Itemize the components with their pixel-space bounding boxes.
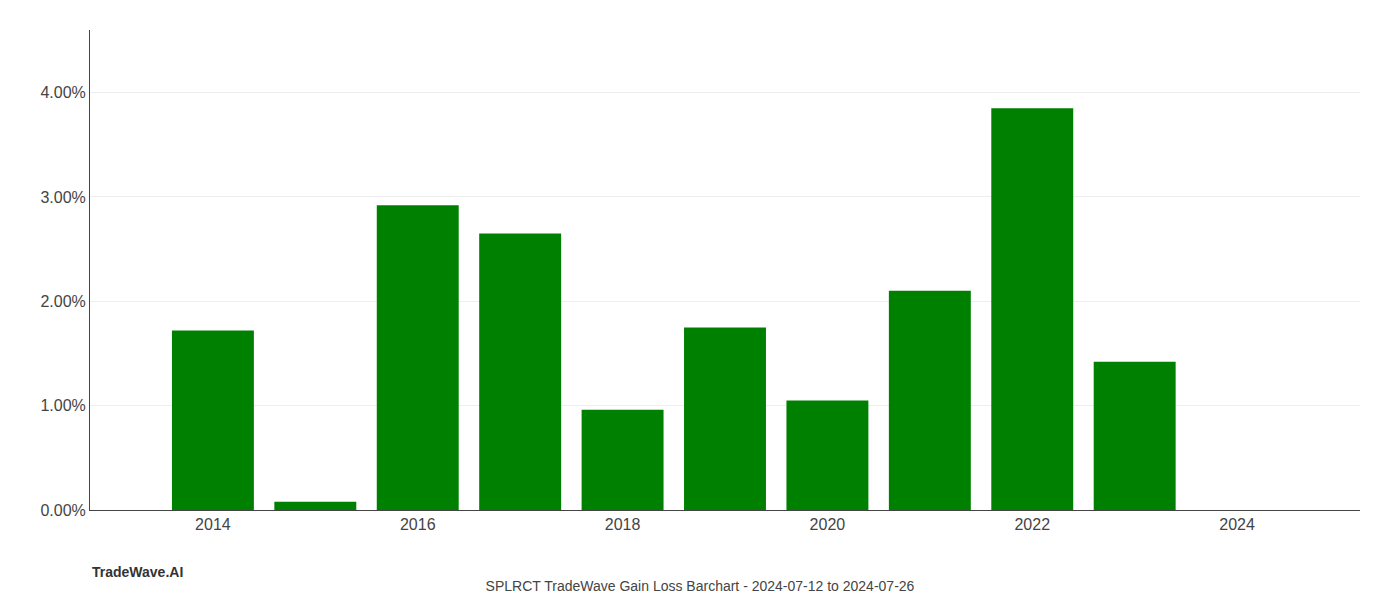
svg-text:1.00%: 1.00%: [40, 397, 85, 414]
svg-text:4.00%: 4.00%: [40, 84, 85, 101]
svg-text:0.00%: 0.00%: [40, 502, 85, 519]
svg-text:SPLRCT TradeWave Gain Loss Bar: SPLRCT TradeWave Gain Loss Barchart - 20…: [486, 578, 915, 594]
svg-text:2024: 2024: [1219, 516, 1255, 533]
svg-text:3.00%: 3.00%: [40, 189, 85, 206]
svg-text:2020: 2020: [810, 516, 846, 533]
svg-text:2022: 2022: [1014, 516, 1050, 533]
svg-text:2014: 2014: [195, 516, 231, 533]
svg-text:TradeWave.AI: TradeWave.AI: [92, 564, 183, 580]
svg-text:2.00%: 2.00%: [40, 293, 85, 310]
svg-text:2018: 2018: [605, 516, 641, 533]
svg-text:2016: 2016: [400, 516, 436, 533]
